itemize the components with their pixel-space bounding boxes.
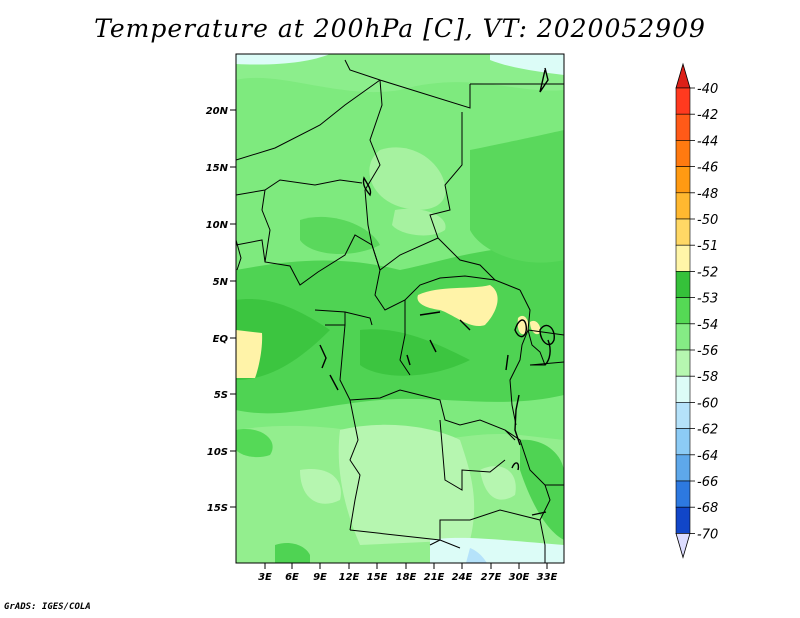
colorbar-label: -42 — [697, 108, 718, 123]
colorbar-label: -50 — [697, 213, 718, 228]
longitude-axis: 3E 6E 9E 12E 15E 18E 21E 24E 27E 30E 33E — [258, 563, 558, 583]
colorbar-label: -46 — [697, 161, 718, 176]
colorbar-label: -60 — [697, 396, 718, 411]
colorbar-swatch — [675, 271, 691, 298]
colorbar-label: -68 — [697, 501, 718, 516]
lakes — [319, 67, 555, 516]
colorbar-label: -56 — [697, 344, 718, 359]
map-field — [236, 54, 564, 563]
colorbar-swatch — [675, 166, 691, 194]
colorbar-swatch — [675, 192, 691, 220]
colorbar: -40 -42 -44 -46 -48 -50 -51 -52 -53 -54 -56 -58 -60 -… — [675, 62, 718, 559]
colorbar-swatch — [675, 480, 691, 508]
lat-label: 5S — [214, 390, 228, 401]
colorbar-swatch — [675, 428, 691, 456]
latitude-axis: 20N 15N 10N 5N EQ 5S 10S 15S — [206, 106, 236, 514]
colorbar-swatch — [675, 349, 691, 377]
grads-credit: GrADS: IGES/COLA — [4, 602, 91, 612]
lon-label: 9E — [313, 572, 327, 583]
colorbar-bottom-cap — [675, 533, 691, 559]
colorbar-swatch — [675, 140, 691, 167]
lon-label: 12E — [339, 572, 360, 583]
lon-label: 18E — [396, 572, 417, 583]
colorbar-label: -62 — [697, 423, 718, 438]
lon-label: 3E — [258, 572, 272, 583]
colorbar-swatch — [675, 113, 691, 141]
lat-label: 20N — [206, 106, 229, 117]
country-borders — [236, 59, 564, 563]
colorbar-label: -53 — [697, 292, 718, 307]
colorbar-label: -64 — [697, 449, 718, 464]
colorbar-swatch — [675, 402, 691, 429]
colorbar-label: -48 — [697, 187, 718, 202]
colorbar-swatch — [675, 244, 691, 272]
lat-label: 15N — [206, 163, 229, 174]
colorbar-swatch — [675, 454, 691, 482]
lon-label: 21E — [424, 572, 445, 583]
colorbar-label: -58 — [697, 370, 718, 385]
colorbar-swatch — [675, 218, 691, 246]
colorbar-swatch — [675, 375, 691, 403]
lon-label: 30E — [509, 572, 530, 583]
lon-label: 33E — [537, 572, 558, 583]
colorbar-top-cap — [675, 62, 691, 89]
lon-label: 24E — [452, 572, 473, 583]
map-frame — [235, 53, 565, 564]
lat-label: 15S — [207, 503, 228, 514]
lon-label: 15E — [367, 572, 388, 583]
colorbar-label: -54 — [697, 318, 718, 333]
lat-label: EQ — [213, 334, 229, 345]
lat-label: 5N — [213, 277, 229, 288]
colorbar-swatch — [675, 87, 691, 115]
colorbar-label: -70 — [697, 527, 718, 542]
colorbar-label: -44 — [697, 134, 718, 149]
colorbar-swatch — [675, 297, 691, 325]
lon-label: 27E — [481, 572, 502, 583]
colorbar-label: -66 — [697, 475, 718, 490]
colorbar-label: -51 — [697, 239, 718, 254]
colorbar-swatch — [675, 506, 691, 534]
lat-label: 10N — [206, 220, 229, 231]
lat-label: 10S — [207, 447, 228, 458]
colorbar-label: -40 — [697, 82, 718, 97]
lon-label: 6E — [285, 572, 299, 583]
colorbar-swatch — [675, 323, 691, 351]
page-title: Temperature at 200hPa [C], VT: 202005290… — [94, 14, 706, 43]
colorbar-label: -52 — [697, 265, 718, 280]
